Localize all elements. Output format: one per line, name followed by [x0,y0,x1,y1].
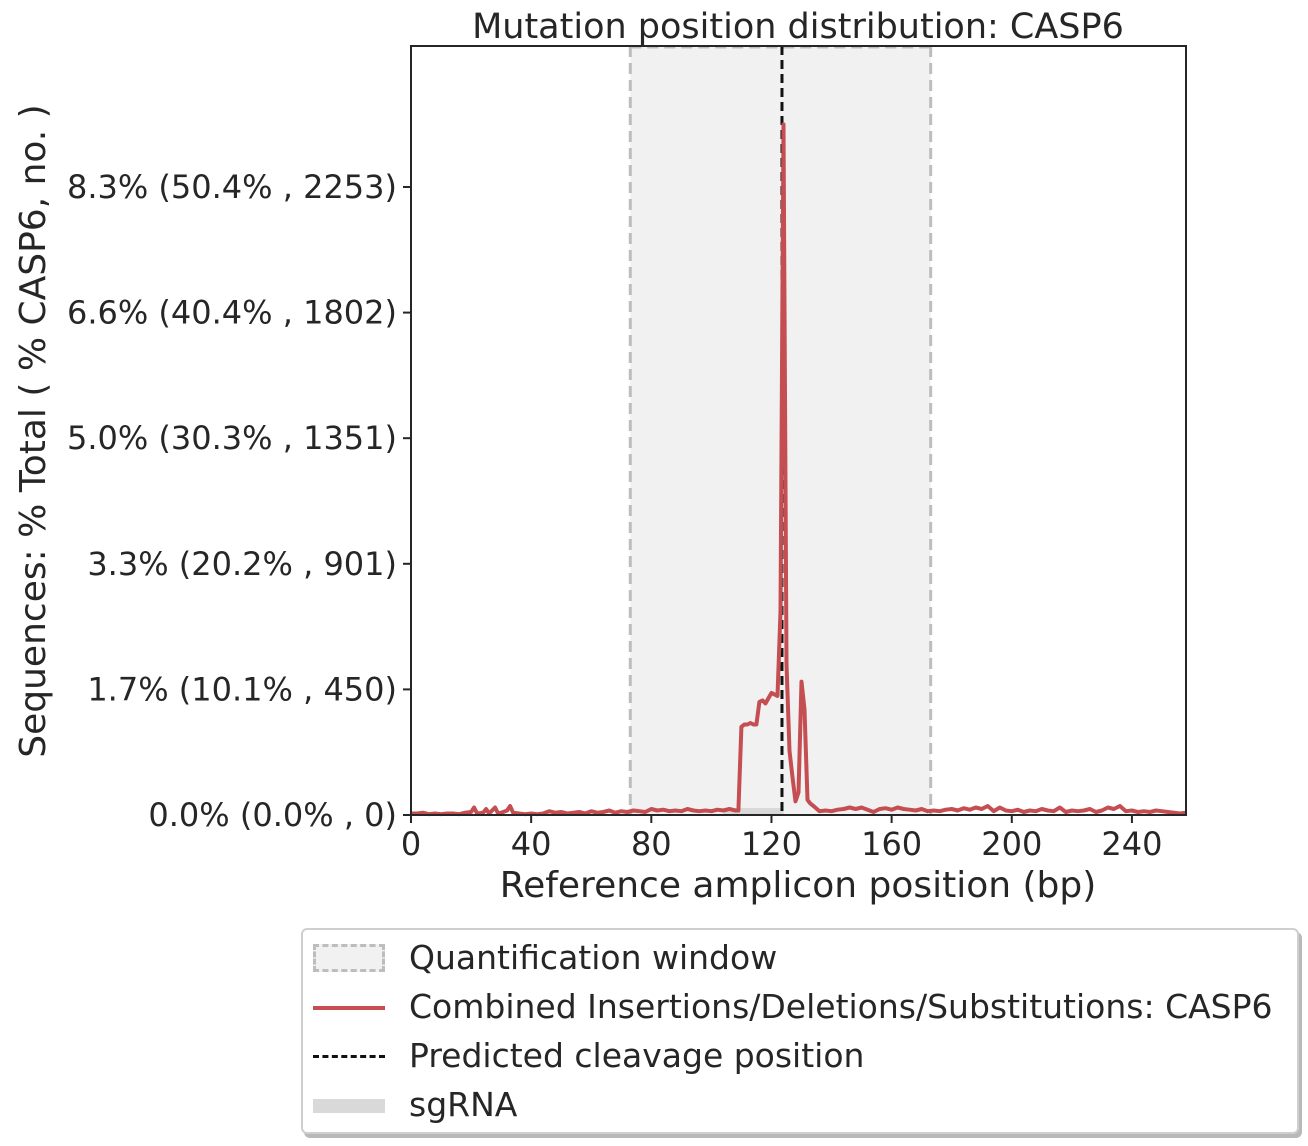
plot-area [411,45,1187,817]
legend-item-quantification-window: Quantification window [303,934,1293,982]
y-tick-label: 5.0% (30.3% , 1351) [67,419,397,457]
y-tick-label: 1.7% (10.1% , 450) [87,670,397,708]
y-tick-label: 6.6% (40.4% , 1802) [67,294,397,332]
x-tick-label: 0 [401,825,421,863]
x-tick-label: 80 [631,825,672,863]
y-axis-label: Sequences: % Total ( % CASP6, no. ) [13,104,54,757]
legend-item-sgrna: sgRNA [303,1081,1293,1129]
legend-swatch-line [313,1006,385,1010]
y-tick-label: 0.0% (0.0% , 0) [148,796,397,834]
x-tick-label: 160 [861,825,922,863]
legend: Quantification window Combined Insertion… [301,928,1299,1134]
x-tick-label: 200 [981,825,1042,863]
legend-label-window: Quantification window [409,938,778,977]
x-tick-label: 120 [741,825,802,863]
y-tick-label: 3.3% (20.2% , 901) [87,545,397,583]
legend-swatch-cleavage [313,1055,385,1058]
y-tick-label: 8.3% (50.4% , 2253) [67,168,397,206]
sgrna-bar [723,808,784,815]
x-axis-label: Reference amplicon position (bp) [500,865,1097,906]
legend-label-cleavage: Predicted cleavage position [409,1036,865,1075]
legend-swatch-sgrna [313,1099,385,1113]
x-tick-label: 240 [1101,825,1162,863]
legend-label-line: Combined Insertions/Deletions/Substituti… [409,987,1273,1026]
axes: 0 40 80 120 160 200 240 0.0% (0.0% , 0) 1.7% (10… [67,45,1187,863]
legend-swatch-window [313,944,385,972]
legend-item-combined-line: Combined Insertions/Deletions/Substituti… [303,983,1293,1031]
legend-item-cleavage: Predicted cleavage position [303,1032,1293,1080]
plot-frame [410,45,1187,816]
legend-label-sgrna: sgRNA [409,1085,518,1124]
series-line-0 [411,122,1187,817]
x-tick-label: 40 [511,825,552,863]
chart-title: Mutation position distribution: CASP6 [472,7,1124,47]
